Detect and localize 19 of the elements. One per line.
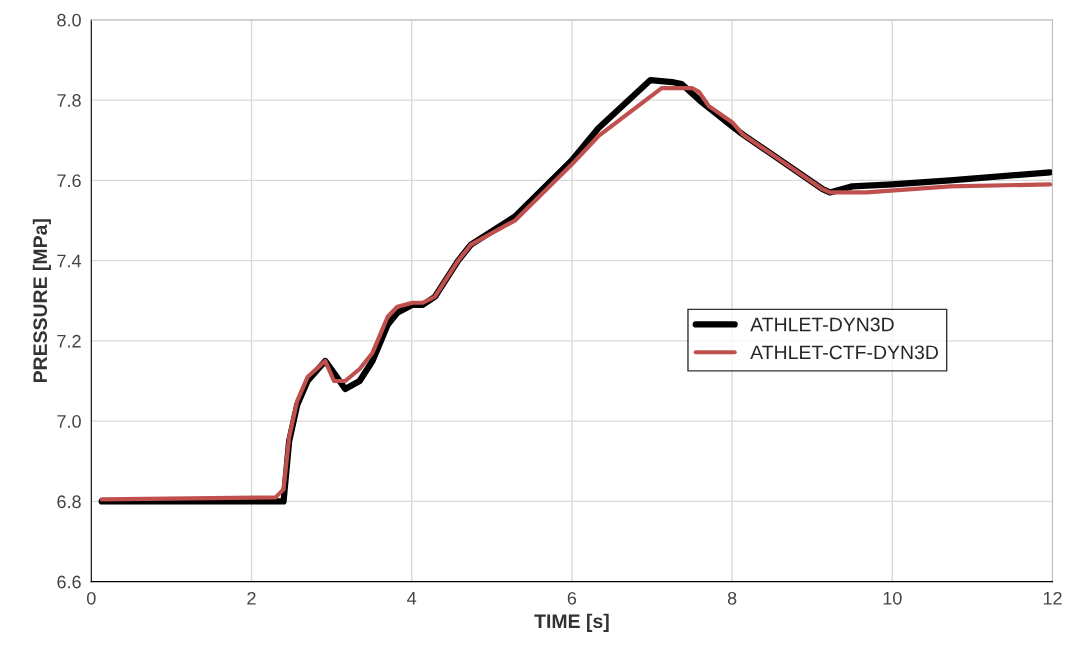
y-tick-label: 8.0 — [57, 13, 81, 27]
y-tick-label: 6.6 — [57, 575, 81, 589]
y-tick-label: 7.8 — [57, 94, 81, 107]
x-tick-label: 8 — [727, 591, 737, 605]
x-tick-label: 10 — [883, 591, 902, 605]
y-tick-label: 7.2 — [57, 334, 81, 348]
x-tick-label: 0 — [86, 591, 96, 605]
y-tick-label: 7.4 — [57, 254, 82, 268]
y-tick-label: 6.8 — [57, 495, 81, 509]
x-tick-label: 4 — [407, 592, 417, 605]
x-tick-label: 6 — [567, 591, 577, 605]
y-axis-title: PRESSURE [MPa] — [32, 219, 51, 383]
y-tick-label: 7.6 — [57, 174, 81, 188]
x-tick-label: 2 — [247, 591, 256, 605]
x-tick-label: 12 — [1043, 591, 1062, 605]
x-axis-title: TIME [s] — [534, 613, 609, 632]
y-tick-label: 7.0 — [57, 415, 81, 428]
legend-label: ATHLET-DYN3D — [750, 317, 894, 332]
legend-label: ATHLET-CTF-DYN3D — [750, 345, 938, 360]
